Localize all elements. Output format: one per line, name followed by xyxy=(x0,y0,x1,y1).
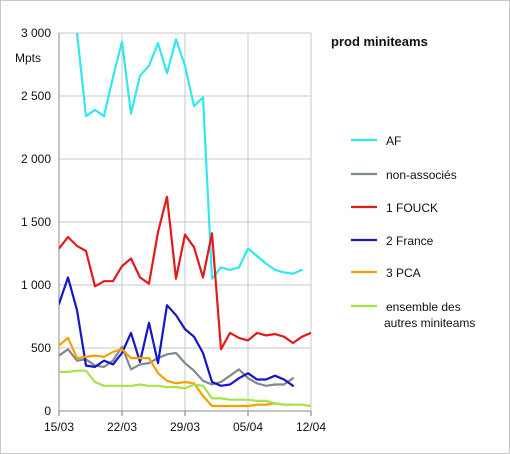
series-line xyxy=(59,369,311,408)
x-tick-label: 22/03 xyxy=(107,420,137,434)
legend-label: AF xyxy=(386,134,401,148)
series-line xyxy=(59,195,311,351)
x-tick-label: 05/04 xyxy=(233,420,263,434)
series-layer xyxy=(59,33,311,408)
series-line xyxy=(75,33,304,280)
legend-label: autres miniteams xyxy=(384,316,475,330)
y-tick-label: 1 000 xyxy=(21,278,51,292)
y-tick-label: 2 500 xyxy=(21,89,51,103)
y-tick-label: 3 000 xyxy=(21,26,51,40)
legend: AF non-associés 1 FOUCK 2 France 3 PCA ensemb… xyxy=(351,134,475,330)
y-axis-unit: Mpts xyxy=(15,51,41,65)
y-tick-label: 1 500 xyxy=(21,215,51,229)
series-line xyxy=(59,276,295,387)
axis-layer: 0 500 1 000 1 500 2 000 2 500 3 000 15/03 22/03 2… xyxy=(21,26,326,434)
series-line xyxy=(59,336,295,408)
legend-label: 3 PCA xyxy=(386,266,421,280)
legend-label: ensemble des xyxy=(386,300,461,314)
legend-label: 2 France xyxy=(386,234,434,248)
legend-label: non-associés xyxy=(386,168,457,182)
x-tick-label: 29/03 xyxy=(170,420,200,434)
chart-title: prod miniteams xyxy=(331,34,428,49)
y-tick-label: 2 000 xyxy=(21,152,51,166)
y-tick-label: 500 xyxy=(31,341,51,355)
x-tick-label: 12/04 xyxy=(296,420,326,434)
y-tick-label: 0 xyxy=(44,404,51,418)
x-tick-label: 15/03 xyxy=(44,420,74,434)
legend-label: 1 FOUCK xyxy=(386,201,438,215)
